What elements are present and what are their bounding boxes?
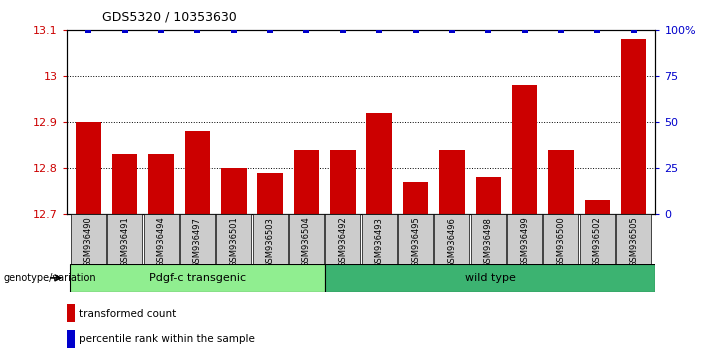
Bar [580, 214, 615, 264]
Bar [471, 214, 505, 264]
Bar [367, 113, 392, 354]
Bar [362, 214, 397, 264]
Bar [621, 39, 646, 354]
Bar [221, 168, 247, 354]
Bar [217, 214, 251, 264]
Bar [185, 131, 210, 354]
Bar [289, 214, 324, 264]
Text: GSM936505: GSM936505 [629, 217, 638, 267]
Bar [439, 150, 465, 354]
Bar [403, 182, 428, 354]
Bar [398, 214, 433, 264]
Bar [70, 264, 325, 292]
Text: GSM936496: GSM936496 [447, 217, 456, 268]
Bar [543, 214, 578, 264]
Point [555, 27, 566, 33]
Point [482, 27, 494, 33]
Bar [475, 177, 501, 354]
Text: GSM936502: GSM936502 [593, 217, 601, 267]
Bar [548, 150, 573, 354]
Bar [585, 200, 610, 354]
Text: GSM936491: GSM936491 [121, 217, 129, 267]
Point [519, 27, 530, 33]
Point [374, 27, 385, 33]
Bar [507, 214, 542, 264]
Point [156, 27, 167, 33]
Bar [294, 150, 319, 354]
Text: GSM936500: GSM936500 [557, 217, 566, 267]
Bar [252, 214, 287, 264]
Bar [512, 85, 537, 354]
Text: GSM936504: GSM936504 [302, 217, 311, 267]
Bar [435, 214, 470, 264]
Bar [144, 214, 179, 264]
Point [592, 27, 603, 33]
Point [192, 27, 203, 33]
Point [264, 27, 275, 33]
Bar [107, 214, 142, 264]
Bar [325, 264, 655, 292]
Text: genotype/variation: genotype/variation [4, 273, 96, 283]
Bar [180, 214, 215, 264]
Bar [257, 173, 283, 354]
Text: GSM936501: GSM936501 [229, 217, 238, 267]
Text: GSM936490: GSM936490 [84, 217, 93, 267]
Bar [71, 214, 106, 264]
Text: GSM936498: GSM936498 [484, 217, 493, 268]
Text: GSM936499: GSM936499 [520, 217, 529, 267]
Text: transformed count: transformed count [79, 308, 176, 319]
Point [410, 27, 421, 33]
Point [301, 27, 312, 33]
Text: wild type: wild type [465, 273, 515, 283]
Bar [616, 214, 651, 264]
Point [119, 27, 130, 33]
Point [628, 27, 639, 33]
Bar [325, 214, 360, 264]
Bar [67, 304, 76, 322]
Point [83, 27, 94, 33]
Text: GSM936492: GSM936492 [339, 217, 347, 267]
Text: GDS5320 / 10353630: GDS5320 / 10353630 [102, 10, 236, 23]
Text: GSM936495: GSM936495 [411, 217, 420, 267]
Text: GSM936494: GSM936494 [156, 217, 165, 267]
Bar [76, 122, 101, 354]
Point [229, 27, 240, 33]
Text: GSM936493: GSM936493 [375, 217, 383, 268]
Bar [330, 150, 355, 354]
Text: percentile rank within the sample: percentile rank within the sample [79, 334, 254, 344]
Bar [112, 154, 137, 354]
Bar [67, 330, 76, 348]
Text: Pdgf-c transgenic: Pdgf-c transgenic [149, 273, 246, 283]
Point [447, 27, 458, 33]
Point [337, 27, 348, 33]
Bar [149, 154, 174, 354]
Text: GSM936497: GSM936497 [193, 217, 202, 268]
Text: GSM936503: GSM936503 [266, 217, 275, 268]
